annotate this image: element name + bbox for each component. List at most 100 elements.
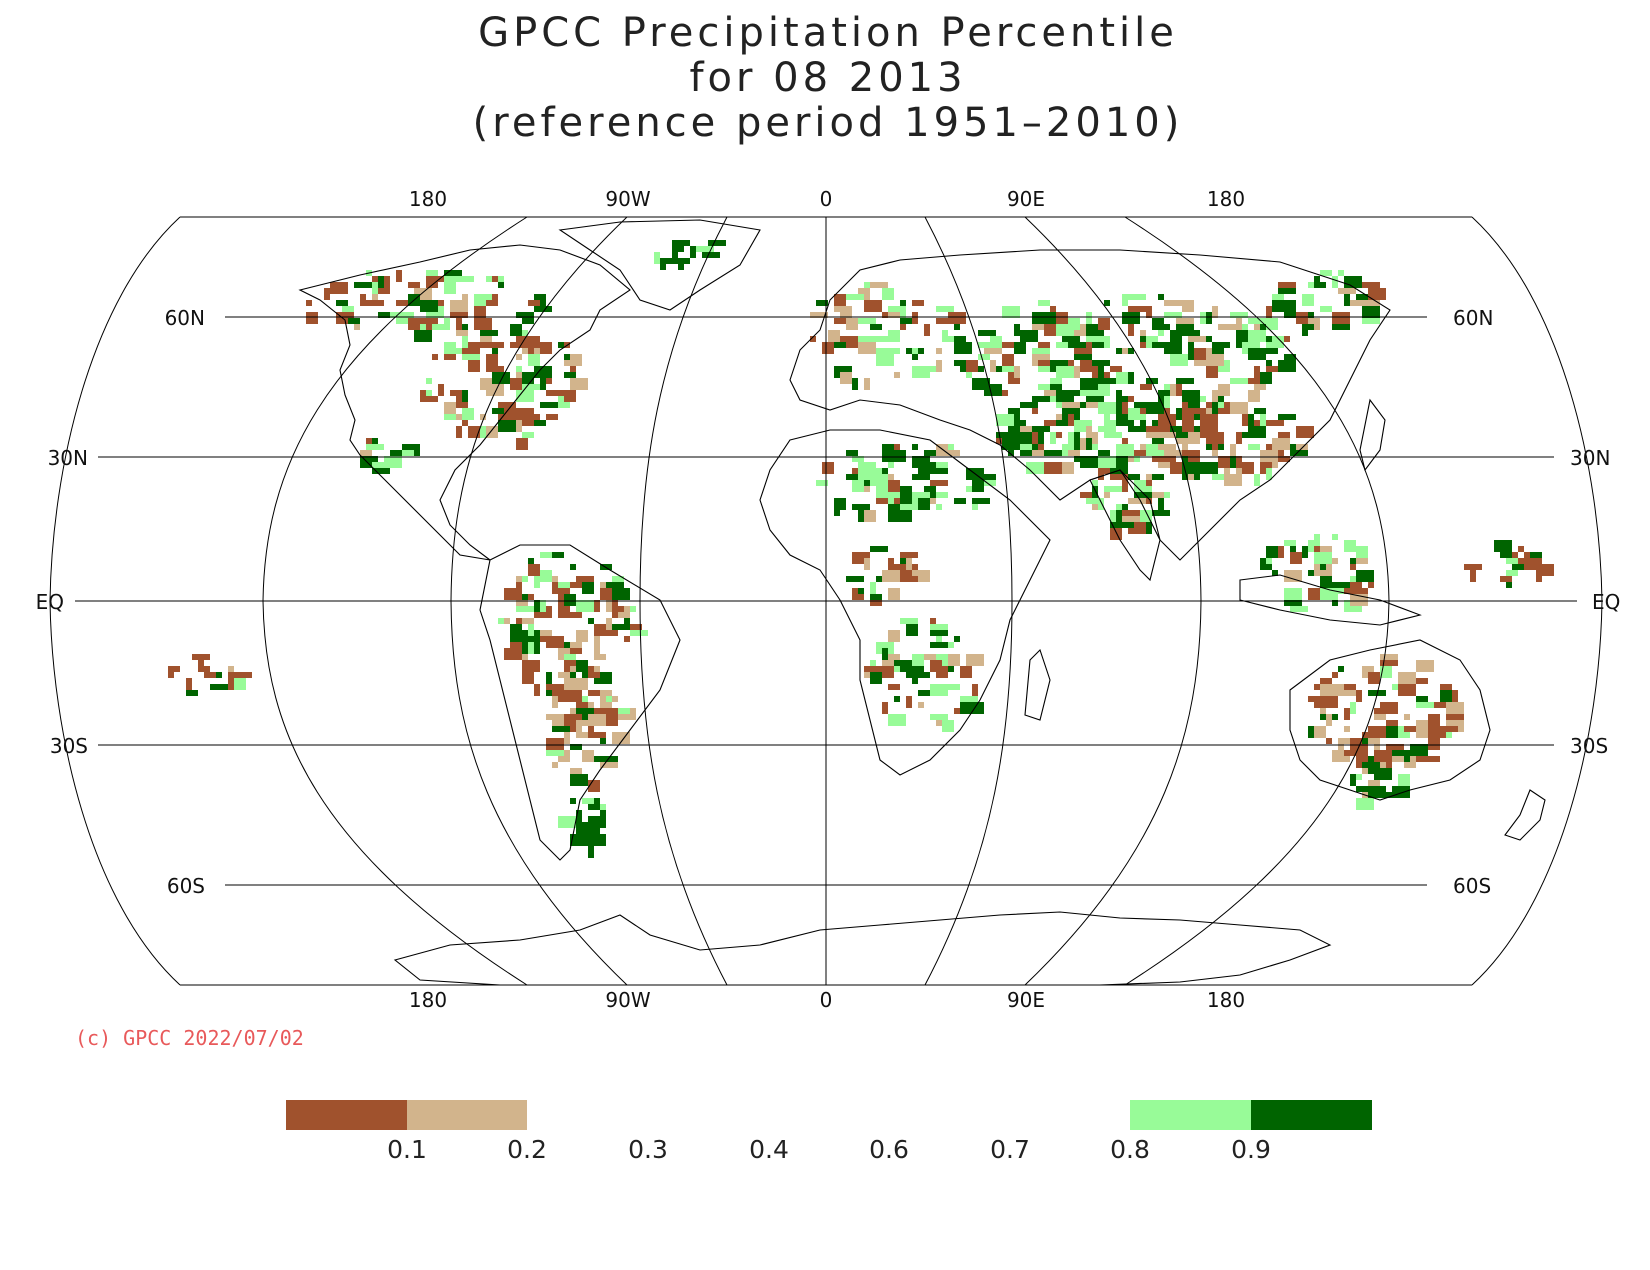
colorbar-tick-0.1: 0.1 <box>387 1135 427 1164</box>
percentile-cell <box>1050 450 1062 456</box>
percentile-cell <box>1290 552 1302 564</box>
percentile-cell <box>510 324 522 336</box>
percentile-cell <box>1344 684 1356 690</box>
percentile-cell <box>1104 492 1110 498</box>
percentile-cell <box>612 630 618 636</box>
percentile-cell <box>390 312 396 318</box>
percentile-cell <box>588 672 600 678</box>
percentile-cell <box>606 582 624 588</box>
percentile-cell <box>1230 402 1248 414</box>
percentile-cell <box>870 660 876 666</box>
percentile-cell <box>594 636 600 648</box>
percentile-cell <box>1266 306 1272 318</box>
percentile-cell <box>534 306 552 312</box>
percentile-cell <box>1248 318 1260 324</box>
percentile-cell <box>1338 270 1344 276</box>
percentile-cell <box>516 600 528 606</box>
percentile-cell <box>588 846 594 858</box>
percentile-cell <box>810 312 828 318</box>
percentile-cell <box>1194 348 1206 360</box>
percentile-cell <box>600 816 606 822</box>
percentile-cell <box>528 564 540 576</box>
lon-label-top-90e: 90E <box>1007 187 1045 211</box>
percentile-cell <box>900 318 912 324</box>
percentile-cell <box>684 258 690 264</box>
percentile-cell <box>1002 306 1020 318</box>
percentile-cell <box>1380 654 1398 660</box>
percentile-cell <box>1326 696 1338 708</box>
percentile-cell <box>594 798 600 810</box>
percentile-cell <box>900 618 918 624</box>
percentile-cell <box>1212 342 1224 354</box>
percentile-cell <box>558 582 570 588</box>
percentile-cell <box>1512 552 1518 558</box>
percentile-cell <box>1098 456 1116 468</box>
percentile-cell <box>420 306 438 312</box>
percentile-cell <box>1254 408 1266 414</box>
coast-indonesia <box>1239 574 1422 626</box>
percentile-cell <box>1248 444 1260 450</box>
percentile-cell <box>1242 462 1254 474</box>
percentile-cell <box>1146 336 1152 348</box>
percentile-cell <box>888 714 906 726</box>
percentile-cell <box>1356 774 1362 780</box>
percentile-cell <box>1278 360 1296 372</box>
percentile-cell <box>462 336 468 348</box>
percentile-cell <box>1032 408 1038 414</box>
percentile-cell <box>918 666 924 672</box>
percentile-cell <box>1128 294 1146 300</box>
percentile-cell <box>1332 582 1350 588</box>
percentile-cell <box>456 426 462 438</box>
percentile-cell <box>870 594 882 600</box>
percentile-cell <box>558 672 570 678</box>
percentile-cell <box>1122 348 1128 354</box>
percentile-cell <box>882 648 888 660</box>
percentile-cell <box>546 414 558 420</box>
percentile-cell <box>912 300 924 306</box>
percentile-cell <box>1092 504 1098 510</box>
percentile-cell <box>1080 438 1086 450</box>
percentile-cell <box>444 354 456 360</box>
percentile-cell <box>378 276 384 288</box>
lon-label-top-0: 0 <box>820 187 833 211</box>
percentile-cell <box>840 306 852 318</box>
percentile-cell <box>882 312 900 318</box>
percentile-cell <box>528 354 540 366</box>
percentile-cell <box>948 642 954 648</box>
percentile-cell <box>582 582 594 594</box>
percentile-cell <box>432 276 450 282</box>
percentile-cell <box>564 372 576 378</box>
percentile-cell <box>954 342 972 354</box>
percentile-cell <box>828 330 840 342</box>
percentile-cell <box>366 438 372 444</box>
percentile-cell <box>990 360 996 372</box>
percentile-cell <box>1098 426 1104 432</box>
lon-label-top-180w: 180 <box>409 187 447 211</box>
percentile-cell <box>504 618 510 624</box>
coast-india <box>1089 469 1161 582</box>
percentile-cell <box>540 630 552 636</box>
percentile-cell <box>1002 354 1014 366</box>
percentile-cell <box>528 300 540 306</box>
percentile-cell <box>972 498 990 504</box>
percentile-cell <box>1146 378 1158 384</box>
percentile-cell <box>492 276 498 282</box>
percentile-cell <box>1368 288 1386 300</box>
percentile-cell <box>1038 360 1050 366</box>
percentile-cell <box>1350 702 1356 714</box>
percentile-cell <box>1074 390 1092 396</box>
percentile-cell <box>1182 390 1200 402</box>
percentile-cell <box>1056 432 1062 438</box>
percentile-cell <box>192 654 210 660</box>
percentile-cell <box>444 282 456 294</box>
percentile-cell <box>552 690 558 696</box>
percentile-cell <box>1122 402 1128 414</box>
percentile-cell <box>354 324 360 330</box>
percentile-cell <box>1284 312 1302 318</box>
percentile-cell <box>1116 414 1128 426</box>
percentile-cell <box>534 366 552 378</box>
percentile-cell <box>1314 534 1320 546</box>
percentile-cell <box>1242 414 1248 426</box>
percentile-cell <box>522 384 540 390</box>
percentile-cell <box>912 348 918 354</box>
